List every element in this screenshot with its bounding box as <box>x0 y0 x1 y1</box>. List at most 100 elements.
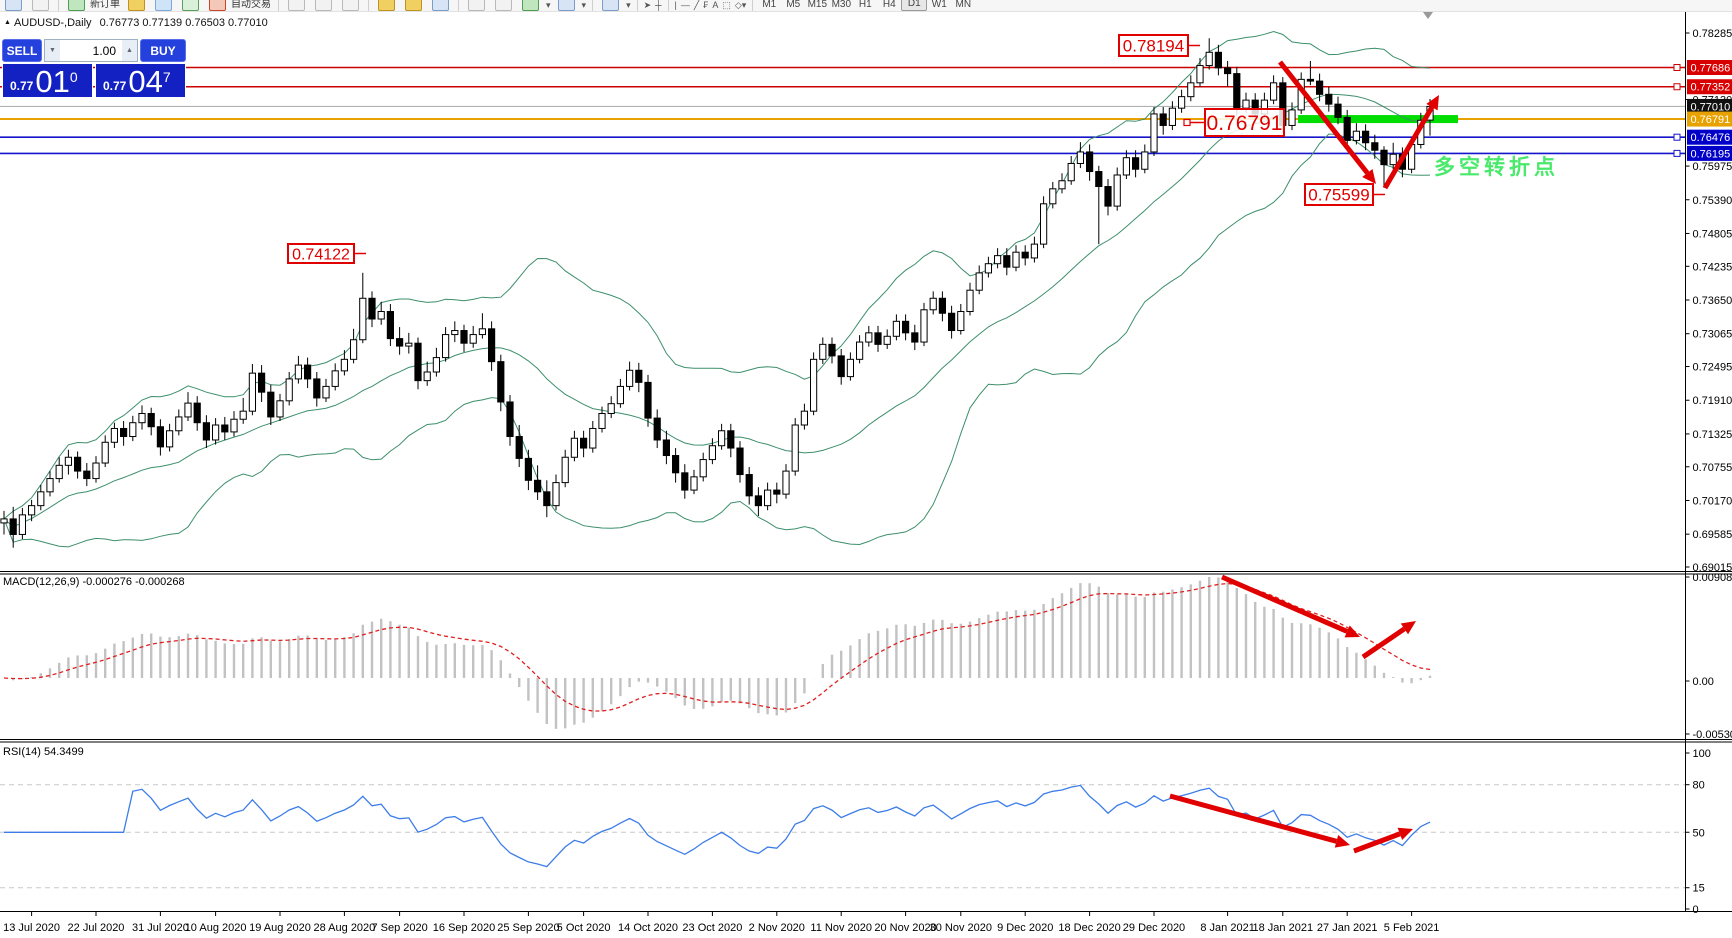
macd-trend-arrow-2[interactable] <box>1361 626 1406 660</box>
periods-dropdown-icon[interactable]: ▾ <box>581 0 587 10</box>
green-support-bar[interactable] <box>1298 115 1458 124</box>
timeframe-m1[interactable]: M1 <box>762 0 777 10</box>
timeframe-h1[interactable]: H1 <box>858 0 872 10</box>
market-watch-icon[interactable] <box>27 0 54 11</box>
candlestick-icon[interactable] <box>310 0 337 11</box>
price-annotation-box[interactable] <box>1204 108 1285 137</box>
chart-shift-marker-icon[interactable] <box>1423 12 1433 19</box>
sell-button[interactable]: SELL <box>2 39 42 62</box>
templates-dropdown-icon[interactable]: ▾ <box>626 0 631 10</box>
label-icon[interactable]: ⬚ <box>722 0 731 10</box>
zoom-out-icon[interactable] <box>400 0 427 11</box>
line-chart-icon[interactable] <box>337 0 364 11</box>
candlestick-icon[interactable] <box>315 0 332 11</box>
crosshair-icon[interactable]: ┼ <box>655 0 662 10</box>
candle-body <box>74 456 82 472</box>
support-line-2-badge <box>1687 145 1732 161</box>
line-chart-icon[interactable] <box>342 0 359 11</box>
auto-trading-label[interactable]: 自动交易 <box>231 0 271 10</box>
rsi-trend-arrow-2[interactable] <box>1353 831 1401 854</box>
indicators-dropdown-icon[interactable]: ▾ <box>546 0 551 10</box>
sell-price-box[interactable]: 0.77 01 0 <box>2 63 93 98</box>
volume-down-icon[interactable]: ▼ <box>45 40 60 61</box>
chart-window-icon[interactable] <box>0 0 27 11</box>
candle-body <box>1214 51 1223 69</box>
indicators-icon[interactable] <box>517 0 544 11</box>
gold-icon[interactable] <box>128 0 145 11</box>
indicators-icon[interactable] <box>522 0 539 11</box>
shift-chart-icon[interactable] <box>468 0 485 11</box>
market-watch-icon[interactable] <box>32 0 49 11</box>
trendline-icon[interactable]: ╱ <box>693 0 700 10</box>
bar-chart-icon[interactable] <box>283 0 310 11</box>
macd-trend-arrow-1[interactable] <box>1221 574 1349 634</box>
new-order-label[interactable]: 新订单 <box>90 0 120 10</box>
collapse-triangle-icon[interactable]: ▲ <box>4 19 11 26</box>
tile-windows-icon[interactable] <box>427 0 454 11</box>
templates-icon[interactable] <box>597 0 624 11</box>
templates-icon[interactable] <box>602 0 620 11</box>
rsi-level-label: 15 <box>1693 883 1705 895</box>
price-annotation[interactable]: 0.74122 <box>287 243 366 264</box>
auto-trading-icon[interactable] <box>204 0 231 11</box>
volume-stepper[interactable]: ▼ 1.00 ▲ <box>44 39 138 62</box>
price-annotation[interactable]: 0.75599 <box>1304 183 1385 206</box>
buy-button[interactable]: BUY <box>140 39 186 62</box>
resistance-line-2-handle[interactable] <box>1673 83 1681 91</box>
periods-icon[interactable] <box>557 0 575 11</box>
support-line-1-handle[interactable] <box>1673 133 1681 141</box>
fibonacci-icon[interactable]: ₣ <box>703 0 709 10</box>
text-icon[interactable]: A <box>712 0 719 10</box>
auto-trading-icon[interactable] <box>209 0 226 11</box>
candle-body <box>414 342 422 382</box>
resistance-line-1-handle[interactable] <box>1673 64 1681 72</box>
shapes-icon[interactable]: ◇▾ <box>734 0 747 10</box>
main-trend-arrow-1[interactable] <box>1278 60 1370 175</box>
bar-chart-icon[interactable] <box>288 0 305 11</box>
periods-icon[interactable] <box>553 0 580 11</box>
price-annotation[interactable]: 0.76791 <box>1183 108 1285 137</box>
candle-body <box>276 400 284 418</box>
price-annotation[interactable]: 0.78194 <box>1118 34 1200 57</box>
timeframe-mn[interactable]: MN <box>955 0 972 10</box>
timeframe-m30[interactable]: M30 <box>831 0 852 10</box>
chart-window-icon[interactable] <box>5 0 22 11</box>
vline-icon[interactable]: | <box>674 0 677 10</box>
rsi-trend-arrow-1[interactable] <box>1169 793 1338 844</box>
gold-icon[interactable] <box>123 0 150 11</box>
support-line-2-handle[interactable] <box>1673 149 1681 157</box>
candle-body <box>0 518 8 524</box>
macd-signal-line <box>3 582 1431 712</box>
new-order-icon[interactable] <box>68 0 85 11</box>
price-tick-label: 0.75975 <box>1693 161 1732 173</box>
hline-icon[interactable]: — <box>680 0 690 10</box>
turning-point-note[interactable]: 多空转折点 <box>1434 156 1559 179</box>
auto-scroll-icon[interactable] <box>495 0 512 11</box>
signal-icon[interactable] <box>182 0 199 11</box>
timeframe-d1[interactable]: D1 <box>901 0 928 11</box>
zoom-in-icon[interactable] <box>378 0 395 11</box>
auto-scroll-icon[interactable] <box>490 0 517 11</box>
volume-up-icon[interactable]: ▲ <box>122 40 137 61</box>
shift-chart-icon[interactable] <box>463 0 490 11</box>
timeframe-h4[interactable]: H4 <box>882 0 896 10</box>
zoom-in-icon[interactable] <box>373 0 400 11</box>
signal-icon[interactable] <box>177 0 204 11</box>
timeframe-m15[interactable]: M15 <box>807 0 828 10</box>
new-order-icon[interactable] <box>63 0 90 11</box>
buy-price-box[interactable]: 0.77 04 7 <box>95 63 186 98</box>
cursor-icon[interactable]: ➤ <box>643 0 652 10</box>
candle-body <box>791 424 799 472</box>
annotation-handle[interactable] <box>1183 118 1191 127</box>
volume-value[interactable]: 1.00 <box>92 43 116 58</box>
cloud-icon[interactable] <box>150 0 177 11</box>
timeframe-m5[interactable]: M5 <box>786 0 801 10</box>
cloud-icon[interactable] <box>155 0 172 11</box>
tile-windows-icon[interactable] <box>432 0 449 11</box>
toolbar-separator <box>458 0 459 11</box>
candle-body <box>745 474 753 497</box>
timeframe-w1[interactable]: W1 <box>931 0 947 10</box>
main-trend-arrow-2[interactable] <box>1382 105 1435 190</box>
zoom-out-icon[interactable] <box>405 0 422 11</box>
